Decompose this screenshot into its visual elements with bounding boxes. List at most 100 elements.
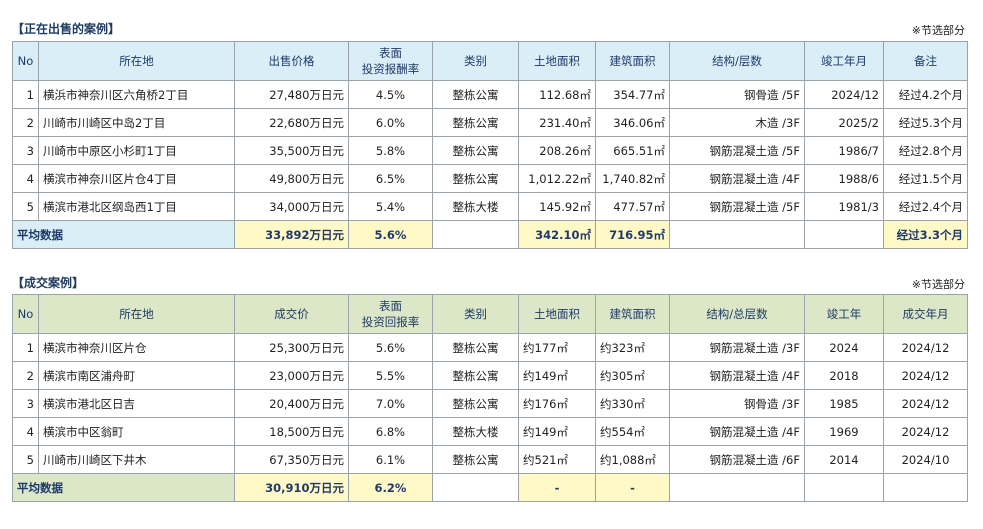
row-price: 22,680万日元 xyxy=(234,108,349,137)
row-land-area: 1,012.22㎡ xyxy=(518,164,596,193)
row-deal-date: 2024/12 xyxy=(883,389,968,418)
header-no: No xyxy=(12,41,39,81)
row-yield: 4.5% xyxy=(348,80,433,109)
row-yield: 5.4% xyxy=(348,192,433,221)
header-location: 所在地 xyxy=(38,294,235,334)
row-price: 34,000万日元 xyxy=(234,192,349,221)
table-row: 2 横滨市南区浦舟町 23,000万日元 5.5% 整栋公寓 约149㎡ 约30… xyxy=(12,361,968,390)
row-land-area: 208.26㎡ xyxy=(518,136,596,165)
header-remarks: 备注 xyxy=(883,41,968,81)
row-type: 整栋大楼 xyxy=(432,192,519,221)
row-structure: 钢筋混凝土造 /3F xyxy=(669,333,805,362)
row-completion: 2025/2 xyxy=(804,108,884,137)
header-land-area: 土地面积 xyxy=(518,41,596,81)
row-location: 横滨市中区翁町 xyxy=(38,417,235,446)
row-no: 5 xyxy=(12,192,39,221)
row-price: 67,350万日元 xyxy=(234,445,349,474)
row-structure: 钢筋混凝土造 /5F xyxy=(669,136,805,165)
row-price: 25,300万日元 xyxy=(234,333,349,362)
row-no: 1 xyxy=(12,333,39,362)
average-remarks: 经过3.3个月 xyxy=(883,220,968,249)
table-row: 4 横滨市神奈川区片仓4丁目 49,800万日元 6.5% 整栋公寓 1,012… xyxy=(12,164,968,193)
row-yield: 6.8% xyxy=(348,417,433,446)
row-completion-year: 2014 xyxy=(804,445,884,474)
row-type: 整栋大楼 xyxy=(432,417,519,446)
row-no: 1 xyxy=(12,80,39,109)
header-building-area: 建筑面积 xyxy=(595,41,670,81)
average-type-empty xyxy=(432,220,519,249)
row-deal-date: 2024/12 xyxy=(883,361,968,390)
row-yield: 6.0% xyxy=(348,108,433,137)
table-header-row: No 所在地 出售价格 表面 投资报酬率 类别 土地面积 建筑面积 结构/层数 … xyxy=(12,41,968,81)
row-completion-year: 1969 xyxy=(804,417,884,446)
average-yield: 6.2% xyxy=(348,473,433,502)
row-yield: 5.8% xyxy=(348,136,433,165)
row-no: 4 xyxy=(12,417,39,446)
row-location: 横滨市神奈川区片仓 xyxy=(38,333,235,362)
header-completion: 竣工年月 xyxy=(804,41,884,81)
row-type: 整栋公寓 xyxy=(432,108,519,137)
row-land-area: 约521㎡ xyxy=(518,445,596,474)
row-location: 横滨市港北区日吉 xyxy=(38,389,235,418)
section1-title: 【正在出售的案例】 xyxy=(12,22,121,36)
row-deal-date: 2024/10 xyxy=(883,445,968,474)
for-sale-table: No 所在地 出售价格 表面 投资报酬率 类别 土地面积 建筑面积 结构/层数 … xyxy=(12,41,968,249)
row-no: 5 xyxy=(12,445,39,474)
row-structure: 钢筋混凝土造 /4F xyxy=(669,361,805,390)
row-completion: 1988/6 xyxy=(804,164,884,193)
table-row: 3 横滨市港北区日吉 20,400万日元 7.0% 整栋公寓 约176㎡ 约33… xyxy=(12,389,968,418)
row-structure: 木造 /3F xyxy=(669,108,805,137)
header-structure: 结构/层数 xyxy=(669,41,805,81)
row-yield: 6.5% xyxy=(348,164,433,193)
row-no: 3 xyxy=(12,136,39,165)
average-row: 平均数据 33,892万日元 5.6% 342.10㎡ 716.95㎡ 经过3.… xyxy=(12,220,968,249)
row-location: 横滨市港北区纲岛西1丁目 xyxy=(38,192,235,221)
row-type: 整栋公寓 xyxy=(432,445,519,474)
header-no: No xyxy=(12,294,39,334)
header-price: 出售价格 xyxy=(234,41,349,81)
row-price: 18,500万日元 xyxy=(234,417,349,446)
table-row: 5 川崎市川崎区下井木 67,350万日元 6.1% 整栋公寓 约521㎡ 约1… xyxy=(12,445,968,474)
row-building-area: 1,740.82㎡ xyxy=(595,164,670,193)
row-no: 3 xyxy=(12,389,39,418)
row-building-area: 约305㎡ xyxy=(595,361,670,390)
table-row: 5 横滨市港北区纲岛西1丁目 34,000万日元 5.4% 整栋大楼 145.9… xyxy=(12,192,968,221)
row-structure: 钢筋混凝土造 /5F xyxy=(669,192,805,221)
average-completion-empty xyxy=(804,220,884,249)
average-building-area: - xyxy=(595,473,670,502)
row-price: 23,000万日元 xyxy=(234,361,349,390)
average-row: 平均数据 30,910万日元 6.2% - - xyxy=(12,473,968,502)
average-price: 30,910万日元 xyxy=(234,473,349,502)
row-type: 整栋公寓 xyxy=(432,164,519,193)
section2-note: ※节选部分 xyxy=(911,278,965,291)
average-yield: 5.6% xyxy=(348,220,433,249)
row-building-area: 约323㎡ xyxy=(595,333,670,362)
header-type: 类别 xyxy=(432,41,519,81)
row-land-area: 约177㎡ xyxy=(518,333,596,362)
row-type: 整栋公寓 xyxy=(432,80,519,109)
average-land-area: - xyxy=(518,473,596,502)
average-structure-empty xyxy=(669,473,805,502)
row-price: 49,800万日元 xyxy=(234,164,349,193)
table-row: 1 横浜市神奈川区六角桥2丁目 27,480万日元 4.5% 整栋公寓 112.… xyxy=(12,80,968,109)
row-location: 横滨市神奈川区片仓4丁目 xyxy=(38,164,235,193)
row-completion-year: 2024 xyxy=(804,333,884,362)
header-price: 成交价 xyxy=(234,294,349,334)
header-yield: 表面 投资回报率 xyxy=(348,294,433,334)
row-location: 横滨市南区浦舟町 xyxy=(38,361,235,390)
average-label: 平均数据 xyxy=(12,473,235,502)
row-yield: 6.1% xyxy=(348,445,433,474)
average-price: 33,892万日元 xyxy=(234,220,349,249)
row-land-area: 约149㎡ xyxy=(518,417,596,446)
row-location: 川崎市川崎区下井木 xyxy=(38,445,235,474)
row-no: 4 xyxy=(12,164,39,193)
row-type: 整栋公寓 xyxy=(432,136,519,165)
average-building-area: 716.95㎡ xyxy=(595,220,670,249)
row-location: 川崎市川崎区中岛2丁目 xyxy=(38,108,235,137)
row-deal-date: 2024/12 xyxy=(883,333,968,362)
header-structure: 结构/总层数 xyxy=(669,294,805,334)
table-header-row: No 所在地 成交价 表面 投资回报率 类别 土地面积 建筑面积 结构/总层数 … xyxy=(12,294,968,334)
average-deal-date-empty xyxy=(883,473,968,502)
row-type: 整栋公寓 xyxy=(432,333,519,362)
row-no: 2 xyxy=(12,361,39,390)
